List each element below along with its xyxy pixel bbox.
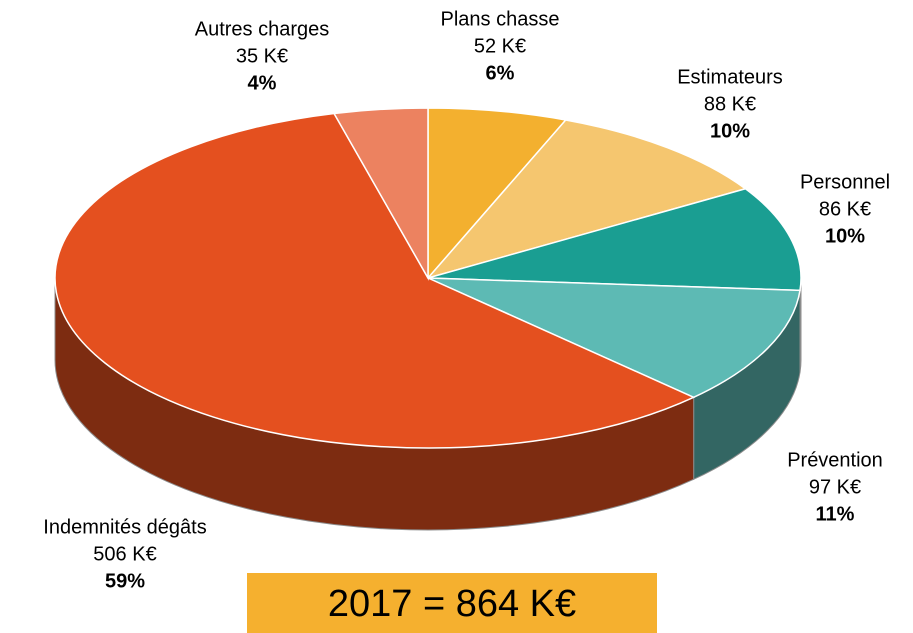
slice-label: Prévention	[787, 449, 883, 471]
percent-label: 10%	[825, 225, 865, 247]
value-label: 35 K€	[236, 45, 288, 67]
percent-label: 6%	[486, 62, 515, 84]
slice	[427, 187, 802, 292]
total-label: 2017 = 864 K€	[328, 583, 576, 625]
total-box	[247, 573, 657, 633]
percent-label: 59%	[105, 570, 145, 592]
slice-label: Autres charges	[195, 18, 330, 40]
percent-label: 4%	[248, 72, 277, 94]
value-label: 88 K€	[704, 93, 756, 115]
slice-label: Plans chasse	[441, 8, 560, 30]
slice-label: Estimateurs	[677, 66, 783, 88]
value-label: 506 K€	[93, 543, 156, 565]
percent-label: 11%	[816, 503, 855, 525]
slice	[332, 107, 429, 281]
value-label: 52 K€	[474, 35, 526, 57]
value-label: 86 K€	[819, 198, 871, 220]
slice	[427, 107, 568, 281]
slice	[427, 277, 801, 399]
slice	[54, 112, 696, 449]
value-label: 97 K€	[809, 476, 861, 498]
slice-label: Indemnités dégâts	[43, 516, 206, 538]
slice	[425, 119, 748, 280]
slice-label: Personnel	[800, 171, 890, 193]
percent-label: 10%	[710, 120, 750, 142]
